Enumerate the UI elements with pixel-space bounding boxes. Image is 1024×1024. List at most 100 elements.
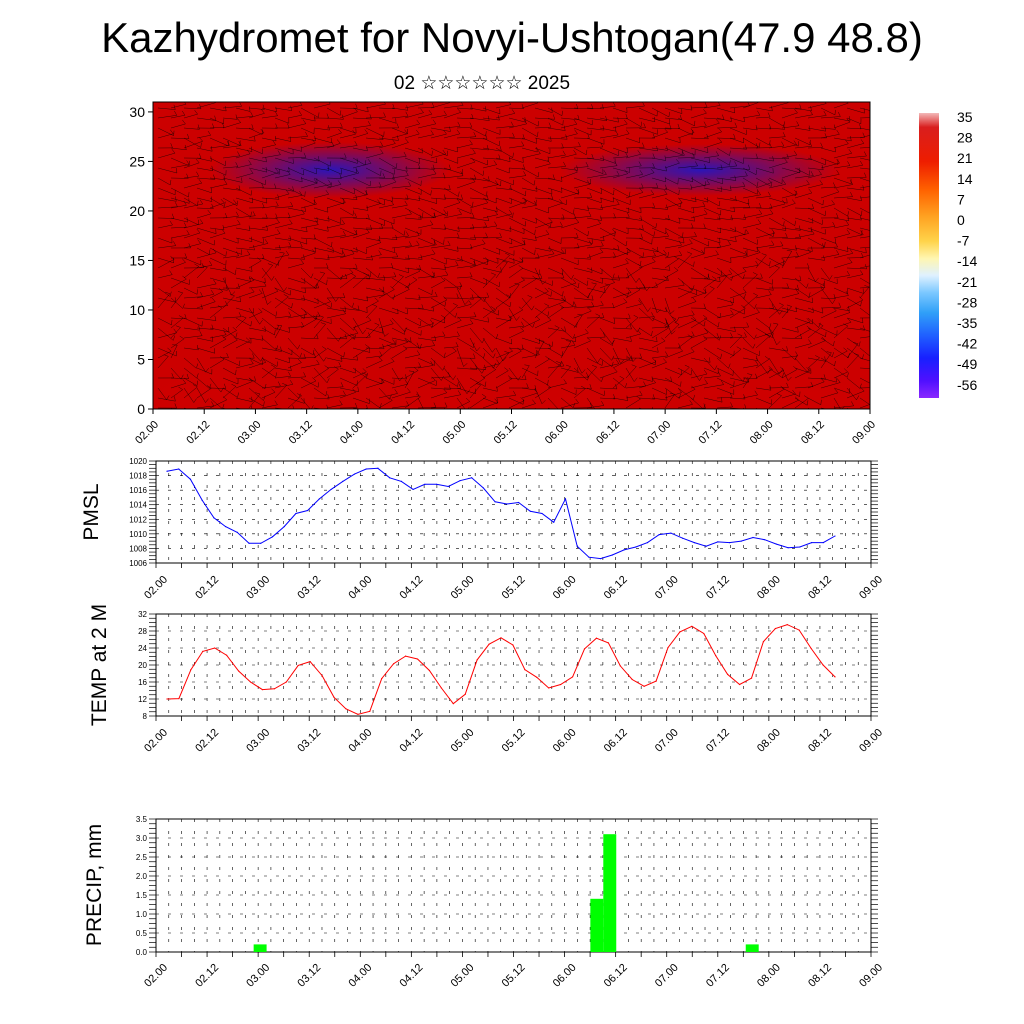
heatmap-x-tick-label: 08.12 — [799, 419, 827, 447]
wind-barb-flag — [173, 335, 176, 341]
wind-barb — [339, 327, 355, 340]
wind-barb — [508, 400, 525, 409]
wind-barb — [326, 394, 346, 399]
wind-barb-flag — [786, 250, 792, 252]
wind-barb — [547, 187, 563, 193]
wind-barb — [443, 265, 459, 269]
wind-barb-flag — [396, 123, 399, 128]
wind-barb — [274, 287, 291, 296]
wind-barb-flag — [795, 306, 797, 312]
wind-barb — [586, 336, 606, 339]
wind-barb-flag — [737, 333, 743, 336]
wind-barb-flag — [297, 393, 302, 397]
wind-barb-flag — [455, 342, 459, 347]
wind-barb — [521, 167, 539, 178]
wind-barb-flag — [279, 251, 285, 254]
wind-barb — [521, 197, 537, 205]
wind-barb-flag — [207, 130, 211, 136]
wind-barb-flag — [349, 268, 354, 273]
wind-barb — [300, 267, 312, 279]
wind-barb — [378, 197, 393, 202]
wind-barb — [560, 153, 577, 159]
wind-barb-flag — [410, 337, 412, 343]
wind-barb — [352, 107, 369, 113]
wind-barb — [586, 357, 603, 366]
wind-barb — [196, 187, 212, 194]
wind-barb — [755, 358, 770, 369]
wind-barb-flag — [467, 406, 470, 409]
wind-barb-flag — [651, 376, 653, 382]
wind-barb — [534, 407, 536, 409]
wind-barb — [313, 257, 330, 260]
wind-barb-flag — [780, 366, 785, 371]
wind-barb — [690, 247, 705, 254]
wind-barb — [833, 347, 849, 359]
wind-barb — [482, 357, 494, 368]
wind-barb-flag — [838, 302, 841, 308]
wind-barb-flag — [619, 376, 625, 379]
wind-barb — [183, 367, 198, 379]
wind-barb — [339, 234, 358, 239]
wind-barb — [638, 172, 655, 179]
wind-barb-flag — [460, 194, 463, 200]
wind-barb-flag — [165, 291, 170, 294]
wind-barb-flag — [875, 143, 877, 148]
wind-barb-flag — [433, 240, 437, 245]
wind-barb — [586, 167, 604, 174]
wind-barb — [729, 167, 750, 170]
wind-barb-flag — [408, 241, 412, 246]
wind-barb — [586, 146, 603, 149]
wind-barb-flag — [184, 253, 187, 259]
wind-barb-flag — [551, 249, 555, 254]
wind-barb-flag — [691, 310, 695, 315]
wind-barb — [261, 357, 278, 367]
wind-barb — [703, 197, 720, 207]
wind-barb — [196, 301, 216, 309]
wind-barb — [157, 259, 175, 269]
wind-barb — [781, 307, 797, 313]
wind-barb — [404, 112, 424, 119]
wind-barb-flag — [403, 230, 406, 236]
wind-barb — [651, 227, 666, 235]
wind-barb — [612, 217, 630, 219]
wind-barb — [716, 157, 730, 166]
wind-barb — [807, 127, 826, 132]
wind-barb-flag — [566, 340, 572, 342]
wind-barb — [495, 247, 515, 256]
wind-barb — [222, 339, 238, 349]
wind-barb — [183, 377, 198, 386]
wind-barb-flag — [835, 377, 837, 383]
wind-barb — [274, 384, 293, 389]
wind-barb — [586, 304, 604, 309]
wind-barb — [469, 257, 488, 265]
wind-barb — [456, 377, 468, 394]
wind-barb — [859, 254, 870, 259]
wind-barb-flag — [691, 331, 695, 336]
wind-barb — [534, 117, 555, 120]
wind-barb — [170, 137, 190, 139]
wind-barb — [482, 117, 500, 121]
wind-barb — [248, 243, 269, 249]
wind-barb — [274, 137, 291, 142]
wind-barb — [300, 337, 319, 340]
wind-barb-flag — [175, 202, 178, 207]
wind-barb-flag — [836, 170, 840, 175]
wind-barb — [378, 387, 390, 400]
wind-barb — [274, 157, 294, 164]
wind-barb-flag — [573, 149, 577, 155]
wind-barb — [261, 291, 279, 299]
wind-barb — [326, 255, 346, 259]
wind-barb — [313, 368, 329, 379]
wind-barb — [326, 223, 345, 229]
wind-barb — [599, 117, 619, 123]
wind-barb-flag — [233, 199, 237, 204]
wind-barb-flag — [250, 321, 252, 327]
wind-barb — [326, 327, 339, 342]
wind-barb — [313, 177, 331, 188]
wind-barb — [248, 167, 267, 173]
wind-barb — [547, 327, 560, 339]
wind-barb — [365, 203, 381, 209]
x-tick-label: 06.12 — [602, 727, 630, 755]
wind-barb-flag — [250, 211, 252, 217]
wind-barb-flag — [338, 362, 342, 367]
